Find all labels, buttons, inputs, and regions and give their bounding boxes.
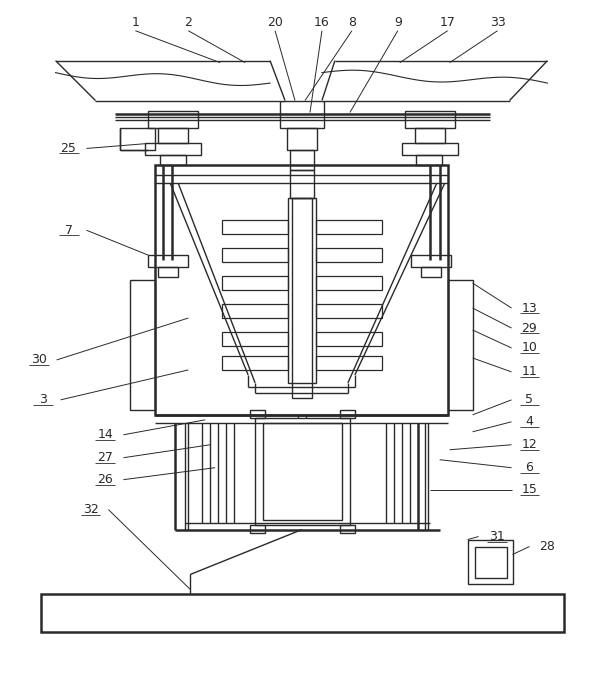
Bar	[287, 128, 317, 151]
Bar	[131, 280, 155, 410]
Bar	[405, 111, 454, 128]
Text: 20: 20	[267, 16, 283, 29]
Bar	[416, 155, 442, 165]
Bar	[316, 220, 382, 234]
Text: 3: 3	[39, 394, 47, 406]
Text: 1: 1	[131, 16, 139, 29]
Text: 7: 7	[65, 223, 73, 237]
Bar	[411, 255, 451, 267]
Text: 14: 14	[97, 428, 113, 441]
Bar	[280, 101, 324, 128]
Polygon shape	[56, 61, 285, 101]
Bar	[120, 128, 155, 151]
Bar	[148, 111, 198, 128]
Text: 27: 27	[97, 451, 113, 464]
Bar	[222, 304, 288, 318]
Bar	[145, 144, 201, 155]
Text: 26: 26	[97, 473, 113, 486]
Bar	[222, 220, 288, 234]
Bar	[159, 128, 188, 144]
Text: 9: 9	[394, 16, 402, 29]
Text: 17: 17	[440, 16, 456, 29]
Bar	[159, 267, 178, 277]
Bar	[160, 155, 186, 165]
Text: 13: 13	[522, 302, 537, 315]
Bar	[474, 547, 506, 578]
Bar	[415, 128, 445, 144]
Bar	[448, 280, 473, 410]
Bar	[263, 423, 342, 520]
Bar	[316, 356, 382, 370]
Text: 11: 11	[522, 365, 537, 379]
Bar	[316, 248, 382, 262]
Text: 8: 8	[348, 16, 356, 29]
Bar	[290, 170, 314, 198]
Text: 29: 29	[522, 321, 537, 335]
Text: 15: 15	[522, 483, 537, 496]
Bar	[222, 356, 288, 370]
Text: 25: 25	[60, 142, 76, 155]
Bar	[402, 144, 457, 155]
Text: 28: 28	[540, 540, 555, 553]
Bar	[292, 198, 312, 398]
Text: 2: 2	[185, 16, 192, 29]
Text: 10: 10	[522, 342, 537, 354]
Bar	[316, 332, 382, 346]
Bar	[250, 524, 265, 533]
Bar	[222, 276, 288, 290]
Text: 5: 5	[526, 394, 534, 406]
Text: 33: 33	[489, 16, 505, 29]
Bar	[420, 267, 440, 277]
Bar	[288, 198, 316, 383]
Polygon shape	[322, 61, 548, 101]
Bar	[316, 276, 382, 290]
Bar	[148, 255, 188, 267]
Bar	[340, 410, 355, 418]
Text: 31: 31	[489, 530, 505, 543]
Text: 32: 32	[83, 503, 99, 516]
Bar	[155, 165, 448, 415]
Bar	[340, 524, 355, 533]
Bar	[316, 304, 382, 318]
Text: 30: 30	[31, 354, 47, 367]
Text: 6: 6	[526, 461, 534, 475]
Text: 16: 16	[314, 16, 330, 29]
Text: 4: 4	[526, 415, 534, 429]
Bar	[468, 539, 512, 585]
Bar	[41, 595, 564, 632]
Bar	[250, 410, 265, 418]
Text: 12: 12	[522, 438, 537, 452]
Bar	[222, 332, 288, 346]
Bar	[290, 151, 314, 170]
Bar	[255, 418, 350, 524]
Bar	[222, 248, 288, 262]
